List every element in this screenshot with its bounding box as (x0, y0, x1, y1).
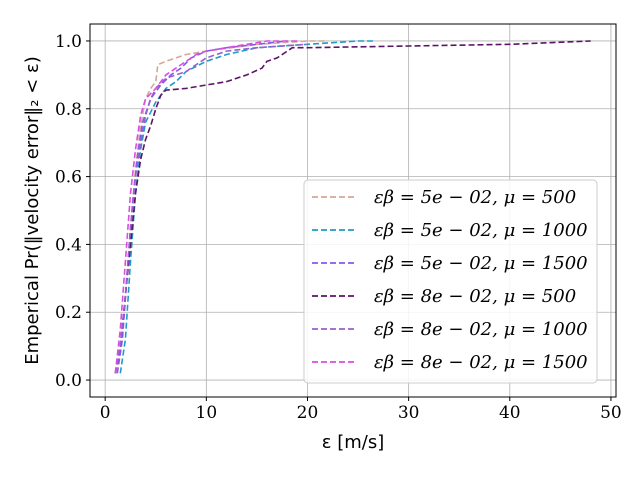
y-tick-label: 0.8 (55, 100, 82, 120)
legend-label: εβ = 8e − 02, μ = 1500 (374, 352, 588, 373)
y-tick-label: 0.0 (55, 371, 82, 391)
x-tick-label: 0 (100, 403, 111, 423)
x-tick-label: 20 (297, 403, 319, 423)
series-line (114, 43, 308, 374)
legend-label: εβ = 5e − 02, μ = 1500 (374, 253, 588, 274)
x-tick-label: 50 (600, 403, 622, 423)
x-tick-label: 10 (196, 403, 218, 423)
plot-frame (89, 23, 617, 398)
x-tick-label: 40 (499, 403, 521, 423)
legend: εβ = 5e − 02, μ = 500 εβ = 5e − 02, μ = 1… (303, 179, 598, 384)
y-tick-label: 1.0 (55, 32, 82, 52)
legend-label: εβ = 8e − 02, μ = 1000 (374, 319, 588, 340)
legend-box (303, 179, 598, 384)
y-tick-label: 0.6 (55, 168, 82, 188)
series-line (116, 40, 288, 374)
series-line (114, 40, 298, 374)
legend-label: εβ = 5e − 02, μ = 1000 (374, 220, 588, 241)
series-line (114, 40, 591, 374)
x-tick-label: 30 (398, 403, 420, 423)
legend-label: εβ = 8e − 02, μ = 500 (374, 286, 576, 307)
y-tick-label: 0.2 (55, 303, 82, 323)
x-axis-label: ε [m/s] (322, 432, 384, 453)
series-line (114, 40, 328, 374)
legend-label: εβ = 5e − 02, μ = 500 (374, 187, 576, 208)
axis-ticks: 0 10 20 30 40 50 0.0 0.2 0.4 0.6 0.8 1.0 (55, 32, 622, 423)
series-lines (114, 40, 591, 374)
y-tick-label: 0.4 (55, 235, 82, 255)
y-axis-label: Emperical Pr(‖velocity error‖₂ < ε) (22, 56, 43, 365)
